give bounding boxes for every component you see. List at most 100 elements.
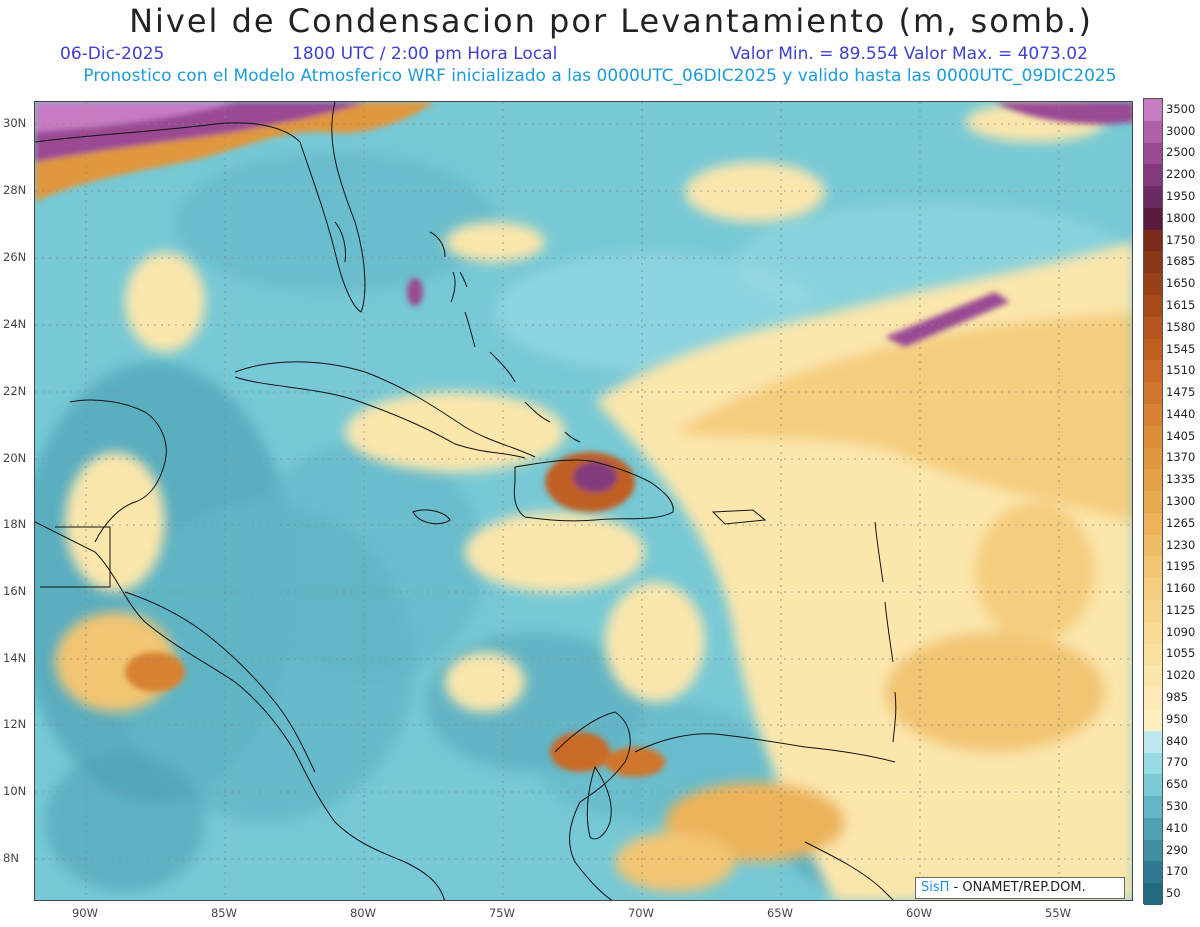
credit-box: SisΠ - ONAMET/REP.DOM. bbox=[915, 877, 1125, 899]
colorbar-label: 1020 bbox=[1166, 668, 1196, 683]
map-title: Nivel de Condensacion por Levantamiento … bbox=[129, 2, 1093, 40]
lat-label: 26N bbox=[3, 250, 27, 264]
colorbar-label: 1405 bbox=[1166, 428, 1196, 443]
map-panel bbox=[34, 101, 1133, 901]
colorbar-segment bbox=[1144, 316, 1162, 340]
min-max-values: Valor Min. = 89.554 Valor Max. = 4073.02 bbox=[730, 44, 1088, 64]
colorbar-segment bbox=[1144, 186, 1162, 209]
lat-label: 16N bbox=[3, 584, 27, 598]
colorbar-segment bbox=[1144, 796, 1162, 819]
forecast-time: 1800 UTC / 2:00 pm Hora Local bbox=[292, 44, 558, 64]
colorbar-segment bbox=[1144, 164, 1162, 187]
colorbar-label: 50 bbox=[1166, 886, 1181, 901]
colorbar-label: 1300 bbox=[1166, 494, 1196, 508]
lat-label: 24N bbox=[3, 317, 27, 331]
lat-label: 14N bbox=[3, 651, 27, 665]
colorbar-label: 1055 bbox=[1166, 646, 1196, 661]
colorbar-segment bbox=[1144, 120, 1162, 144]
colorbar-label: 770 bbox=[1166, 755, 1188, 770]
colorbar-segment bbox=[1144, 708, 1162, 732]
colorbar-segment bbox=[1144, 621, 1162, 645]
lon-label: 60W bbox=[905, 906, 933, 920]
lon-label: 65W bbox=[766, 906, 794, 920]
colorbar-segment bbox=[1144, 229, 1162, 252]
colorbar-segment bbox=[1144, 578, 1162, 601]
forecast-date: 06-Dic-2025 bbox=[60, 44, 165, 64]
colorbar-segment bbox=[1144, 207, 1162, 231]
colorbar-label: 170 bbox=[1166, 864, 1188, 879]
colorbar-label: 1230 bbox=[1166, 537, 1196, 552]
colorbar-label: 1370 bbox=[1166, 450, 1196, 465]
colorbar-label: 3500 bbox=[1166, 101, 1196, 116]
colorbar-label: 1685 bbox=[1166, 254, 1196, 269]
credit-text: - ONAMET/REP.DOM. bbox=[949, 880, 1086, 895]
colorbar-segment bbox=[1144, 687, 1162, 710]
colorbar-label: 1090 bbox=[1166, 624, 1196, 639]
lon-label: 55W bbox=[1044, 906, 1072, 920]
lat-label: 10N bbox=[3, 784, 27, 798]
colorbar-segment bbox=[1144, 512, 1162, 536]
colorbar-segment bbox=[1144, 469, 1162, 492]
colorbar-segment bbox=[1144, 447, 1162, 470]
lat-label: 30N bbox=[3, 116, 27, 130]
colorbar-label: 985 bbox=[1166, 690, 1188, 705]
lon-label: 90W bbox=[71, 906, 99, 920]
colorbar-label: 1335 bbox=[1166, 472, 1196, 487]
colorbar-label: 1510 bbox=[1166, 363, 1196, 378]
colorbar-label: 1650 bbox=[1166, 276, 1196, 291]
colorbar-label: 1615 bbox=[1166, 297, 1196, 312]
colorbar-segment bbox=[1144, 99, 1162, 122]
colorbar-segment bbox=[1144, 273, 1162, 296]
colorbar-segment bbox=[1144, 774, 1162, 797]
colorbar-label: 950 bbox=[1166, 711, 1188, 726]
colorbar-segment bbox=[1144, 643, 1162, 666]
colorbar-label: 1800 bbox=[1166, 210, 1196, 225]
colorbar-segment bbox=[1144, 665, 1162, 688]
lon-label: 75W bbox=[488, 906, 516, 920]
colorbar-segment bbox=[1144, 491, 1162, 514]
colorbar-label: 2200 bbox=[1166, 167, 1196, 182]
map-svg bbox=[35, 102, 1132, 900]
colorbar-label: 290 bbox=[1166, 842, 1188, 857]
colorbar-label: 2500 bbox=[1166, 145, 1196, 160]
colorbar-segment bbox=[1144, 295, 1162, 318]
lon-label: 80W bbox=[349, 906, 377, 920]
colorbar-segment bbox=[1144, 817, 1162, 841]
colorbar-segment bbox=[1144, 752, 1162, 775]
colorbar-segment bbox=[1144, 839, 1162, 862]
colorbar-label: 650 bbox=[1166, 777, 1188, 792]
colorbar-segment bbox=[1144, 861, 1162, 884]
colorbar-segment bbox=[1144, 883, 1162, 906]
colorbar-segment bbox=[1144, 142, 1162, 165]
colorbar-label: 1545 bbox=[1166, 341, 1196, 356]
colorbar-label: 1475 bbox=[1166, 385, 1196, 400]
colorbar-label: 530 bbox=[1166, 798, 1188, 813]
colorbar-label: 1950 bbox=[1166, 189, 1196, 204]
colorbar-segment bbox=[1144, 600, 1162, 623]
colorbar-label: 410 bbox=[1166, 820, 1188, 835]
colorbar-label: 1125 bbox=[1166, 602, 1196, 617]
model-run-info: Pronostico con el Modelo Atmosferico WRF… bbox=[83, 66, 1117, 86]
colorbar-segment bbox=[1144, 425, 1162, 449]
colorbar-segment bbox=[1144, 534, 1162, 557]
colorbar-label: 1440 bbox=[1166, 406, 1196, 421]
lat-label: 22N bbox=[3, 384, 27, 398]
colorbar-label: 1195 bbox=[1166, 559, 1196, 574]
colorbar-label: 3000 bbox=[1166, 123, 1196, 138]
colorbar-segment bbox=[1144, 338, 1162, 361]
colorbar-label: 1265 bbox=[1166, 515, 1196, 530]
lat-label: 12N bbox=[3, 717, 27, 731]
peak-lcl-zones bbox=[35, 102, 1132, 777]
lon-label: 70W bbox=[627, 906, 655, 920]
credit-brand: SisΠ bbox=[921, 880, 950, 895]
colorbar-label: 840 bbox=[1166, 733, 1188, 748]
lat-label: 8N bbox=[3, 851, 19, 865]
lat-label: 18N bbox=[3, 517, 27, 531]
colorbar-segment bbox=[1144, 403, 1162, 427]
lon-label: 85W bbox=[210, 906, 238, 920]
colorbar-label: 1580 bbox=[1166, 319, 1196, 334]
colorbar-label: 1750 bbox=[1166, 232, 1196, 247]
colorbar-segment bbox=[1144, 730, 1162, 753]
high-lcl-zones bbox=[55, 102, 1132, 900]
colorbar-segment bbox=[1144, 382, 1162, 405]
